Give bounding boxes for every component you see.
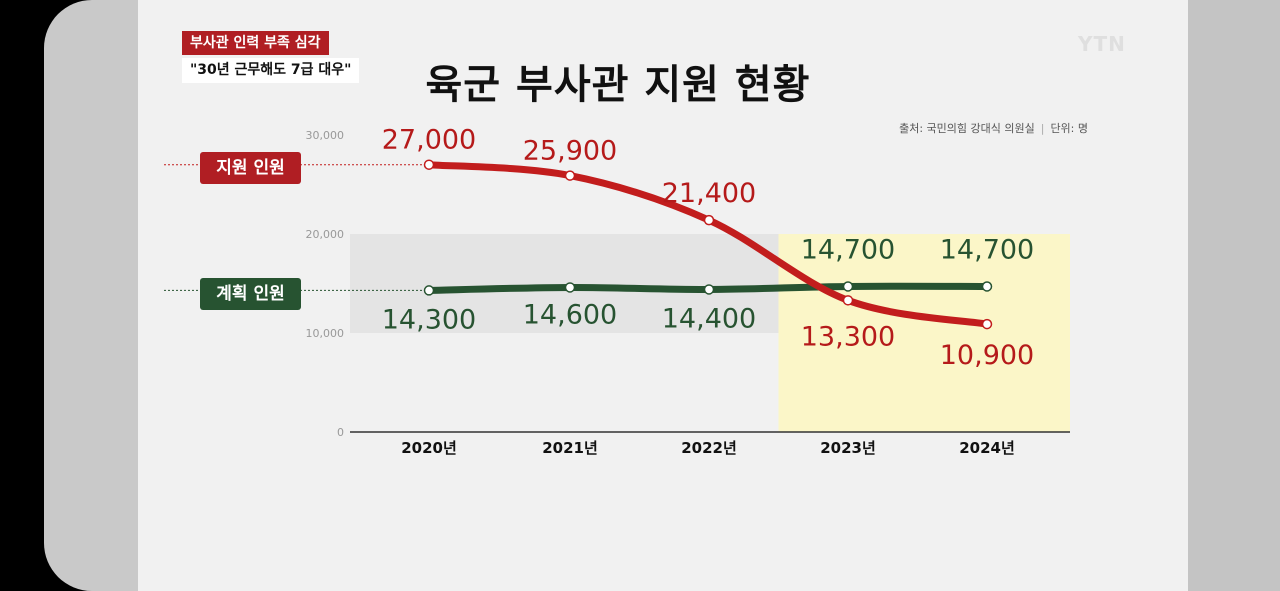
headline-quote: "30년 근무해도 7급 대우"	[182, 58, 360, 83]
source-text: 출처: 국민의힘 강대식 의원실	[899, 122, 1035, 135]
news-frame: 0 10,000 20,000 30,000 2020년 2021년 2022년 2023년 2…	[138, 0, 1188, 591]
data-point-plan	[703, 284, 715, 295]
data-point-support	[703, 214, 715, 226]
data-point-plan	[981, 281, 993, 292]
data-label-support: 25,900	[523, 136, 617, 167]
data-label-plan: 14,700	[801, 234, 895, 265]
line-chart: 0 10,000 20,000 30,000 2020년 2021년 2022년 2023년 2…	[164, 125, 1070, 457]
data-point-plan	[423, 285, 435, 296]
data-point-plan	[842, 281, 854, 292]
data-label-support: 10,900	[940, 340, 1034, 371]
series-label-plan: 계획 인원	[200, 278, 301, 310]
x-tick-label: 2024년	[959, 439, 1015, 457]
chart-title: 육군 부사관 지원 현황	[425, 62, 811, 108]
x-tick-label: 2020년	[401, 439, 457, 457]
y-tick-label: 10,000	[306, 327, 345, 340]
ytn-logo: YTN	[1078, 32, 1126, 56]
highlight-region	[778, 234, 1070, 432]
unit-text: 단위: 명	[1050, 122, 1088, 135]
data-label-plan: 14,700	[940, 234, 1034, 265]
data-point-support	[842, 295, 854, 306]
y-tick-label: 20,000	[306, 228, 345, 241]
data-label-plan: 14,400	[662, 303, 756, 334]
data-point-support	[981, 318, 993, 330]
x-tick-label: 2023년	[820, 439, 876, 457]
x-tick-label: 2022년	[681, 439, 737, 457]
y-tick-label: 30,000	[306, 129, 345, 142]
right-bezel	[1186, 0, 1280, 591]
data-label-support: 21,400	[662, 178, 756, 209]
y-tick-label: 0	[337, 426, 344, 439]
data-point-plan	[564, 282, 576, 293]
series-label-support: 지원 인원	[200, 152, 301, 184]
source-note: 출처: 국민의힘 강대식 의원실 | 단위: 명	[838, 120, 1088, 136]
source-separator: |	[1040, 122, 1045, 135]
left-bezel	[44, 0, 140, 591]
data-point-support	[564, 170, 576, 181]
data-label-plan: 14,300	[382, 304, 476, 335]
data-label-plan: 14,600	[523, 299, 617, 330]
x-tick-label: 2021년	[542, 439, 598, 457]
headline-tag: 부사관 인력 부족 심각	[182, 31, 329, 55]
data-label-support: 13,300	[801, 321, 895, 352]
data-label-support: 27,000	[382, 125, 476, 156]
data-point-support	[423, 159, 435, 170]
